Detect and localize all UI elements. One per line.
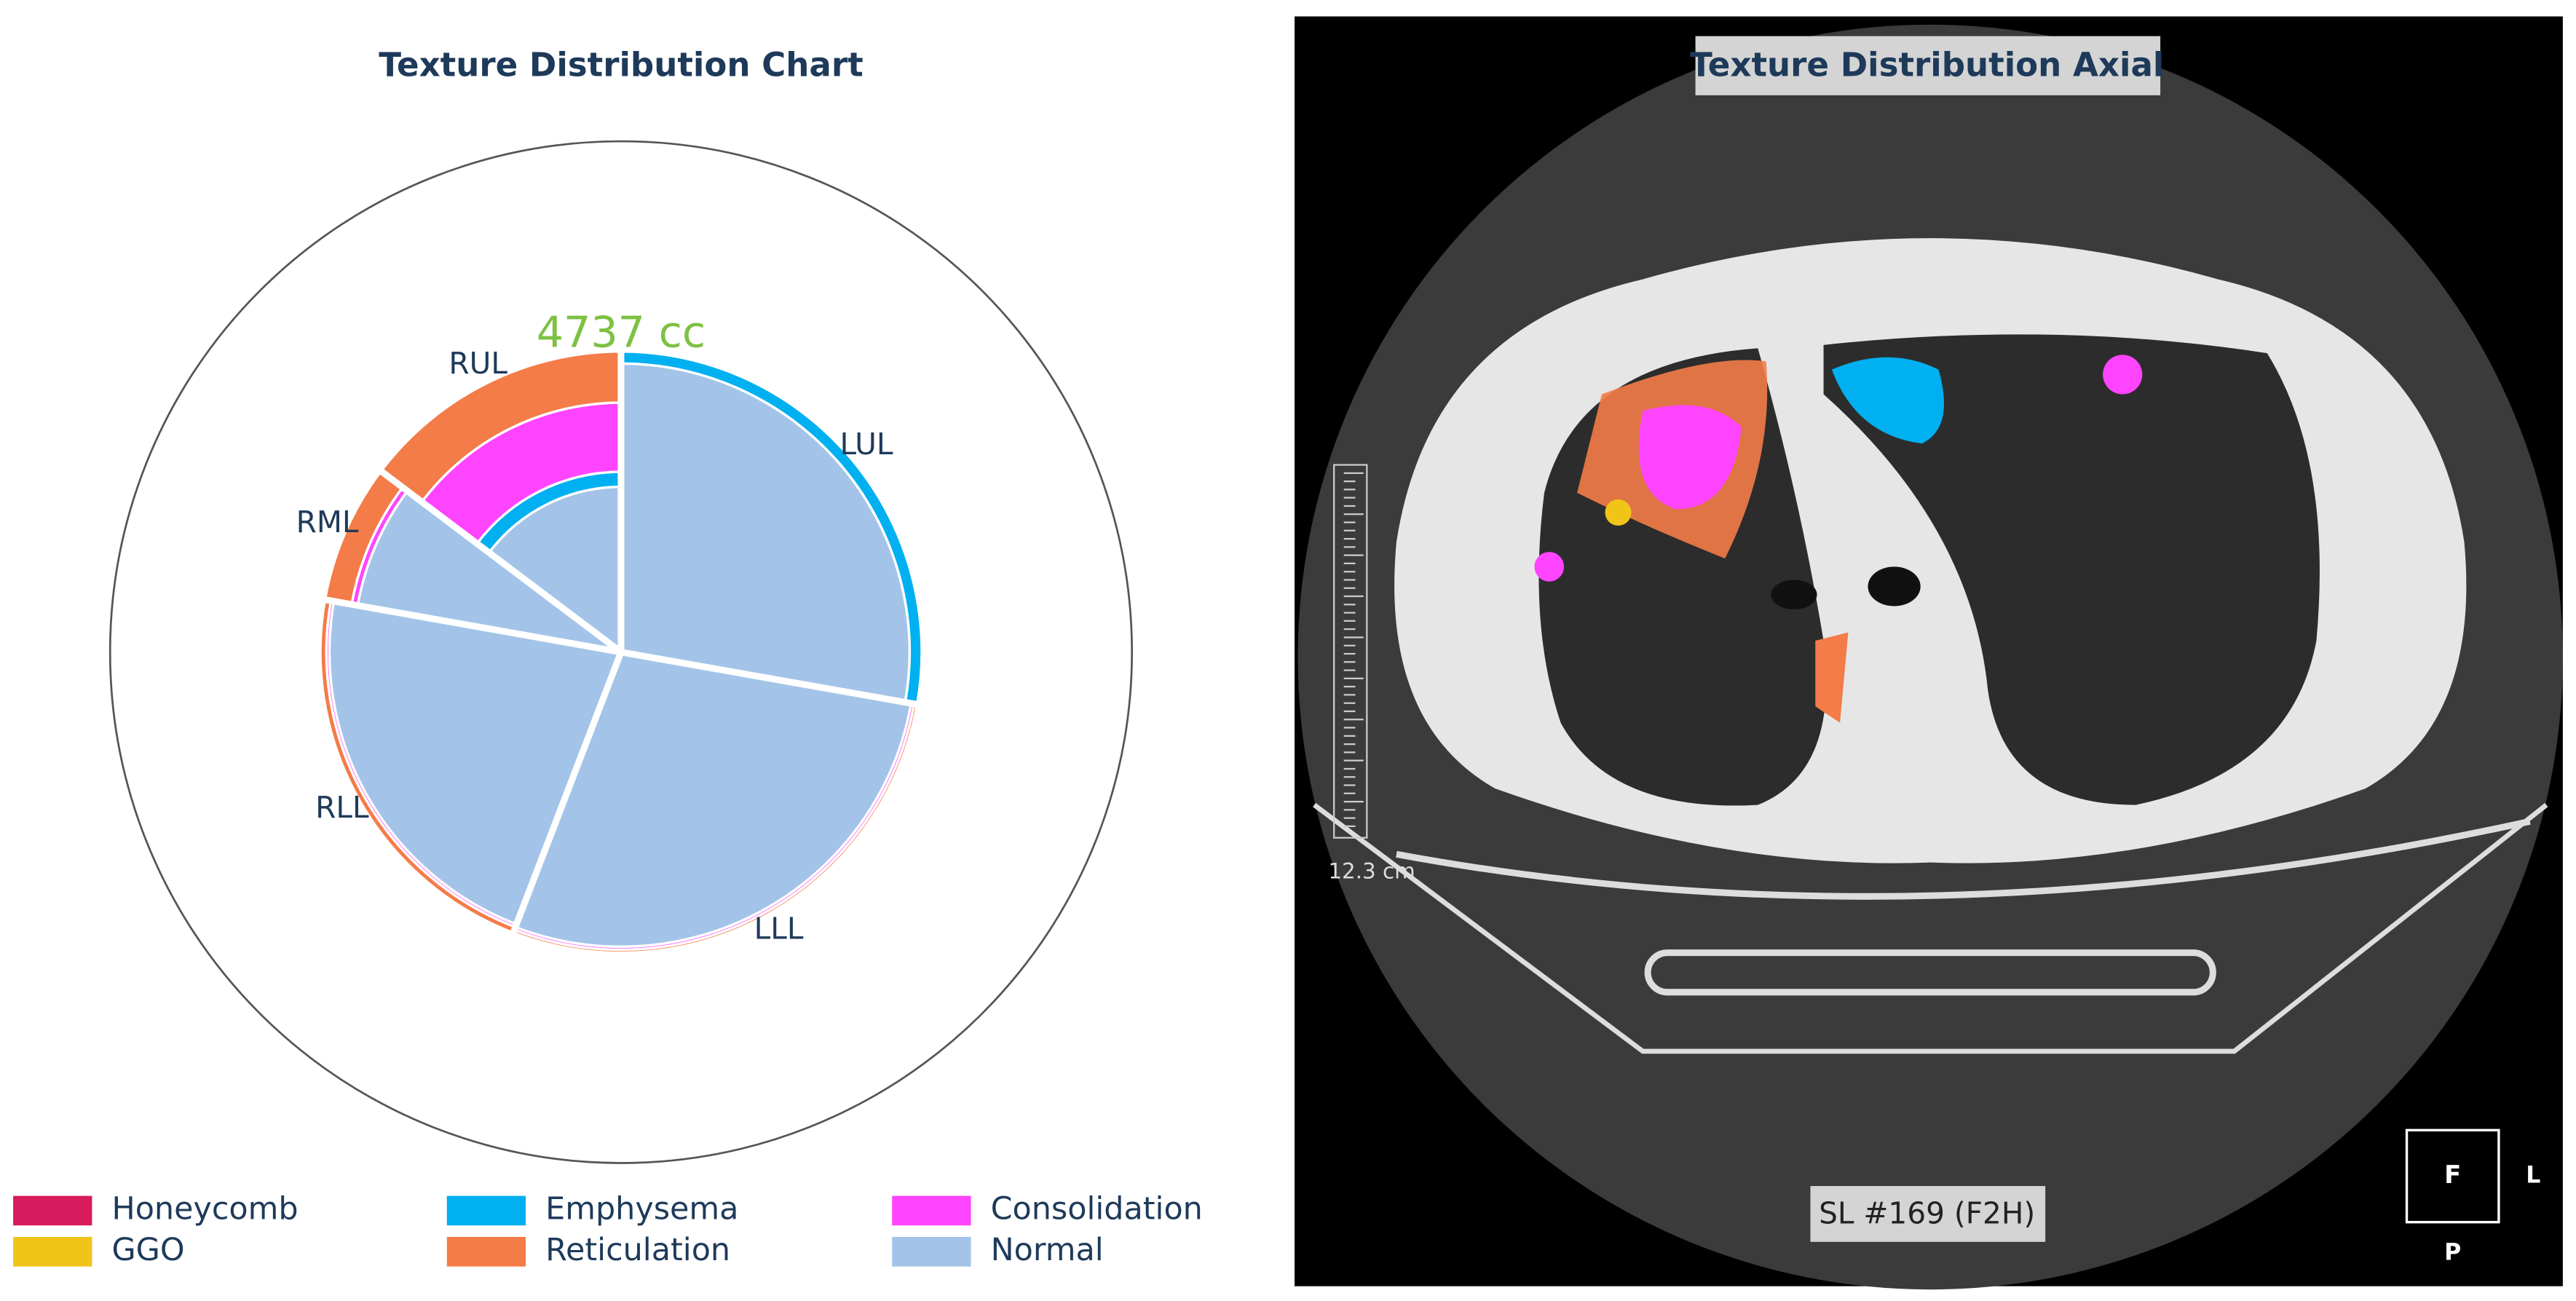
legend: Honeycomb GGO Emphysema Reticulation Consoli… <box>13 1190 1203 1268</box>
slice-label: SL #169 (F2H) <box>1819 1196 2035 1231</box>
scanner-table <box>1644 949 2216 996</box>
total-label: 4737 cc <box>537 307 706 357</box>
lobe-label: LUL <box>840 427 893 462</box>
ggo-region <box>1605 499 1632 526</box>
scanner-table <box>1396 818 2531 900</box>
legend-swatch <box>446 1195 526 1226</box>
legend-swatch <box>13 1195 92 1226</box>
legend-label: Reticulation <box>545 1232 730 1268</box>
ruler <box>1333 464 1368 839</box>
ruler-ticks <box>1343 472 1364 828</box>
lobe-label: LLL <box>754 912 804 946</box>
legend-swatch <box>446 1237 526 1267</box>
orientation-right: L <box>2526 1163 2540 1189</box>
lobe-label: RUL <box>449 346 507 381</box>
sector-divider <box>620 649 925 709</box>
ct-viewer: 12.3 cm Texture Distribution Axial SL #1… <box>1295 16 2563 1290</box>
sector-divider <box>374 464 623 655</box>
lobe-label: RML <box>296 505 359 539</box>
orientation-center: F <box>2444 1160 2461 1189</box>
emphysema-region <box>1831 357 1945 444</box>
reticulation-region <box>1815 632 1849 723</box>
lobe-label: RLL <box>315 790 369 825</box>
legend-label: Normal <box>991 1232 1104 1268</box>
airway <box>1868 566 1921 606</box>
viewer-title-box <box>1695 36 2161 95</box>
legend-label: GGO <box>111 1232 184 1268</box>
legend-swatch <box>892 1195 971 1226</box>
sector-divider <box>317 595 622 656</box>
consolidation-region <box>1534 552 1565 582</box>
left-lung <box>1823 334 2320 805</box>
orientation-box <box>2405 1128 2500 1224</box>
legend-swatch <box>13 1237 92 1267</box>
consolidation-region <box>2103 355 2143 395</box>
scale-label: 12.3 cm <box>1328 859 1415 884</box>
sectors: LUL LLL RLL RML RUL <box>296 344 925 954</box>
chart-title: Texture Distribution Chart <box>379 46 863 84</box>
orientation-bottom: P <box>2444 1240 2461 1266</box>
scanner-table <box>1313 802 2548 1054</box>
legend-swatch <box>892 1237 971 1267</box>
sector-divider <box>507 651 625 941</box>
legend-label: Emphysema <box>545 1190 738 1227</box>
viewer-title: Texture Distribution Axial <box>1690 46 2164 84</box>
legend-label: Honeycomb <box>111 1190 298 1227</box>
slice-label-box <box>1810 1186 2046 1242</box>
legend-label: Consolidation <box>991 1190 1203 1227</box>
consolidation-region <box>1638 405 1742 510</box>
airway <box>1771 580 1817 610</box>
chart-outline <box>108 140 1134 1164</box>
